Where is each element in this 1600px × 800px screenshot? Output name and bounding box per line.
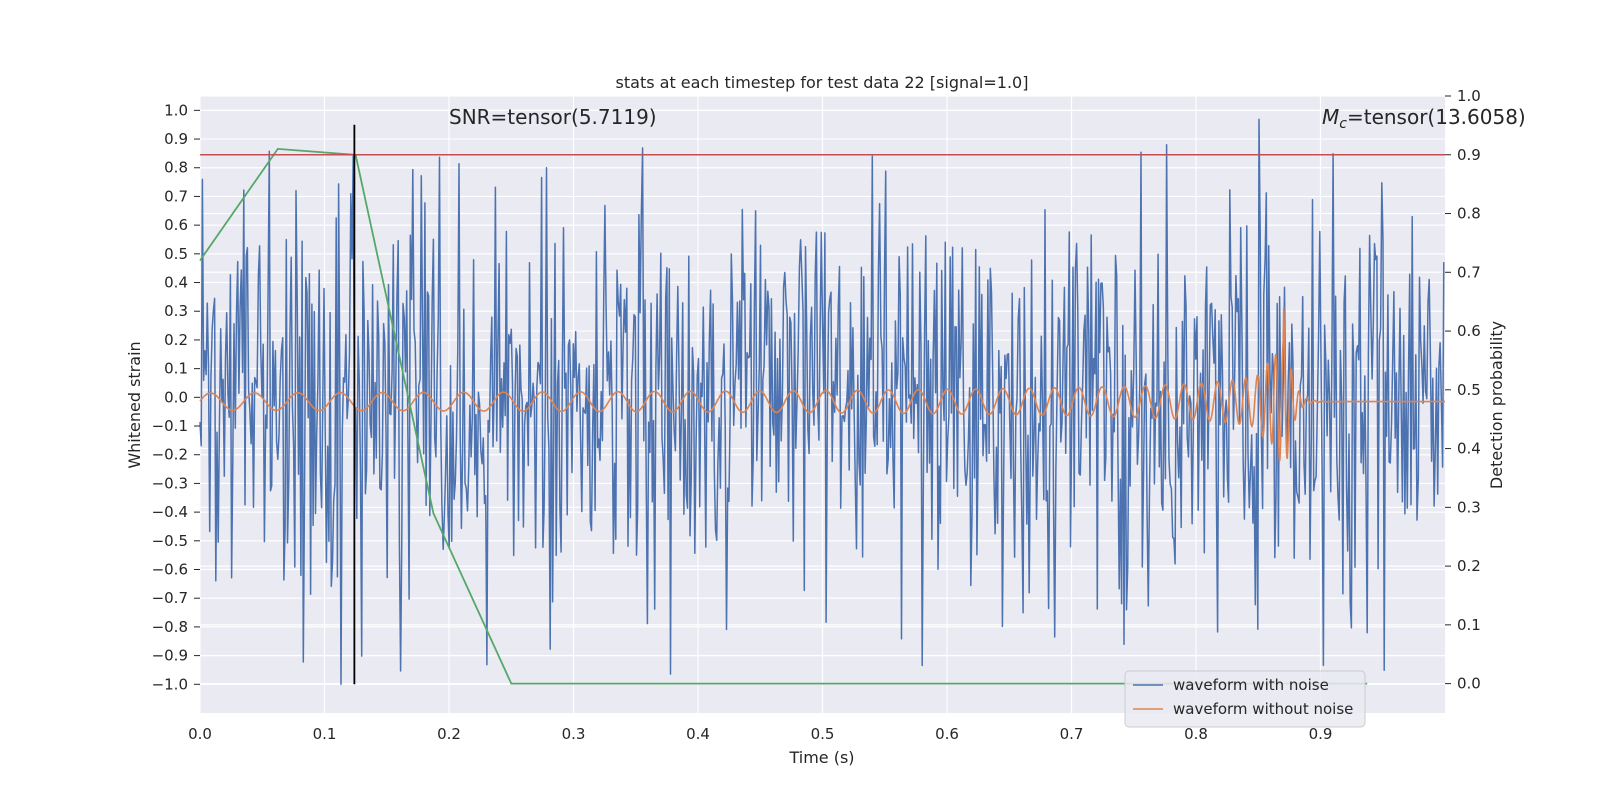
y-tick-label-left: 0.0: [164, 388, 188, 406]
y-tick-label-left: 0.5: [164, 245, 188, 263]
y-tick-label-left: 0.2: [164, 331, 188, 349]
grid: [199, 95, 1445, 713]
y-tick-label-right: 0.3: [1457, 498, 1481, 516]
y-tick-label-right: 1.0: [1457, 87, 1481, 105]
y-tick-label-left: −0.9: [152, 647, 188, 665]
y-tick-label-right: 0.9: [1457, 146, 1481, 164]
tick-labels: 0.0 0.1 0.2 0.3 0.4 0.5 0.6 0.7 0.8 0.9 1.0 0.9 0.8 0…: [152, 87, 1481, 743]
y-tick-label-left: −0.4: [152, 503, 188, 521]
y-tick-label-left: 0.4: [164, 274, 188, 292]
x-tick-label: 0.0: [188, 725, 212, 743]
y-tick-label-right: 0.7: [1457, 263, 1481, 281]
x-tick-label: 0.4: [686, 725, 710, 743]
noise-line: [199, 118, 1445, 686]
x-tick-label: 0.1: [313, 725, 337, 743]
y-tick-label-left: −0.5: [152, 532, 188, 550]
y-tick-label-right: 0.5: [1457, 381, 1481, 399]
mc-annotation: Mc=tensor(13.6058): [1322, 105, 1526, 132]
y-tick-label-left: 1.0: [164, 101, 188, 119]
y-tick-label-left: −1.0: [152, 675, 188, 693]
y-tick-label-right: 0.2: [1457, 557, 1481, 575]
y-tick-label-right: 0.0: [1457, 675, 1481, 693]
mc-subscript: c: [1339, 116, 1347, 132]
y-axis-label-left: Whitened strain: [125, 341, 144, 468]
y-tick-label-right: 0.6: [1457, 322, 1481, 340]
y-tick-label-right: 0.8: [1457, 205, 1481, 223]
y-tick-label-left: 0.6: [164, 216, 188, 234]
y-tick-label-left: −0.6: [152, 561, 188, 579]
clean-line: [199, 306, 1446, 462]
x-axis-label: Time (s): [788, 748, 854, 767]
x-tick-label: 0.2: [437, 725, 461, 743]
y-tick-label-left: 0.3: [164, 302, 188, 320]
y-tick-label-right: 0.4: [1457, 440, 1481, 458]
x-tick-label: 0.5: [811, 725, 835, 743]
x-tick-label: 0.9: [1309, 725, 1333, 743]
legend-label-clean: waveform without noise: [1173, 700, 1353, 718]
noise-series: [199, 118, 1445, 686]
clean-series: [199, 306, 1446, 462]
y-tick-label-left: −0.7: [152, 589, 188, 607]
x-tick-label: 0.7: [1060, 725, 1084, 743]
legend-box: [1124, 670, 1366, 728]
x-tick-label: 0.6: [935, 725, 959, 743]
snr-annotation: SNR=tensor(5.7119): [449, 105, 657, 129]
chart-title: stats at each timestep for test data 22 …: [616, 73, 1029, 92]
y-tick-label-left: −0.1: [152, 417, 188, 435]
x-tick-label: 0.8: [1184, 725, 1208, 743]
y-tick-label-left: −0.8: [152, 618, 188, 636]
y-tick-label-left: 0.9: [164, 130, 188, 148]
y-tick-label-left: 0.1: [164, 360, 188, 378]
y-tick-label-left: −0.3: [152, 474, 188, 492]
y-tick-label-left: 0.8: [164, 159, 188, 177]
y-tick-label-right: 0.1: [1457, 616, 1481, 634]
mc-value: =tensor(13.6058): [1347, 105, 1526, 129]
mc-symbol: M: [1322, 105, 1339, 129]
legend: waveform with noise waveform without noi…: [1124, 670, 1366, 728]
y-tick-label-left: 0.7: [164, 187, 188, 205]
y-axis-label-right: Detection probability: [1487, 321, 1506, 489]
y-tick-label-left: −0.2: [152, 446, 188, 464]
legend-label-noise: waveform with noise: [1173, 676, 1329, 694]
x-tick-label: 0.3: [562, 725, 586, 743]
